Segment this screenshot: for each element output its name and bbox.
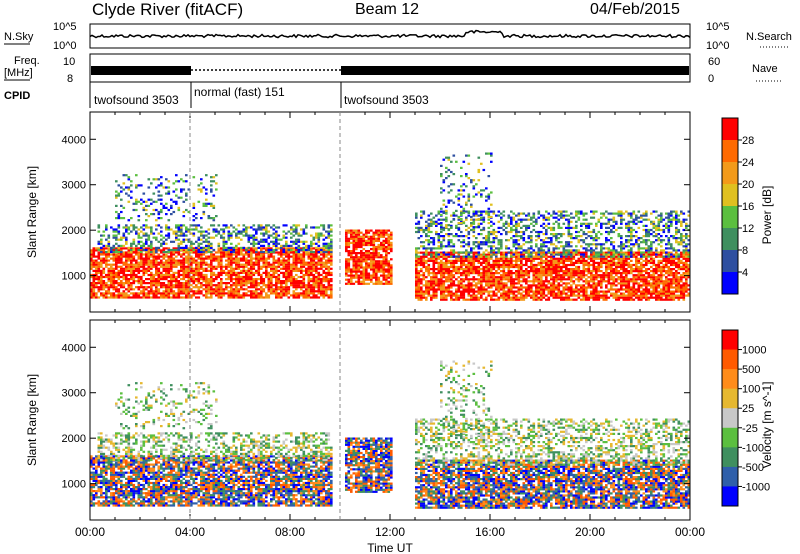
cpid-segment-3: twofsound 3503 [344,93,429,107]
colorbar-swatch [722,408,738,428]
colorbar-swatch [722,250,738,273]
colorbar-tick: 25 [742,403,754,415]
xtick-label: 12:00 [375,525,405,539]
colorbar-tick: 16 [742,201,754,213]
freq-unit: [MHz] [4,67,33,79]
colorbar-tick: 100 [742,384,760,396]
xaxis-label: Time UT [367,541,413,554]
colorbar-tick: 1000 [742,345,766,357]
colorbar-tick: 20 [742,179,754,191]
ytick-label: 3000 [62,180,86,192]
colorbar-swatch [722,206,738,229]
freq-label: Freq. [14,55,40,67]
ytick-label: 4000 [62,342,86,354]
cpid-segment-2: normal (fast) 151 [194,85,285,99]
velocity-colorbar-label: Velocity [m s^-1] [760,382,774,469]
nsky-tick-top: 10^5 [53,21,77,33]
colorbar-tick: -1000 [742,481,770,493]
colorbar-tick: 12 [742,223,754,235]
xtick-label: 00:00 [75,525,105,539]
colorbar-swatch [722,140,738,163]
colorbar-swatch [722,184,738,207]
power-colorbar: 28 24 20 16 12 8 4 [722,118,754,295]
freq-panel: Freq. [MHz] 10 8 60 0 Nave [4,54,782,85]
ytick-label: 4000 [62,134,86,146]
colorbar-swatch [722,330,738,350]
rti-figure: N.Sky 10^5 10^0 10^5 10^0 N.Search Freq.… [0,0,800,554]
cpid-segment-1: twofsound 3503 [94,93,179,107]
xtick-label: 20:00 [575,525,605,539]
freq-tick-top: 10 [63,56,75,68]
freq-band-c [341,66,689,75]
colorbar-swatch [722,447,738,467]
colorbar-swatch [722,162,738,185]
colorbar-tick: 4 [742,267,748,279]
nsky-trace [90,31,690,38]
colorbar-swatch [722,272,738,295]
freq-band-a [91,66,191,75]
xtick-label: 08:00 [275,525,305,539]
ytick-label: 2000 [62,225,86,237]
nsearch-tick-top: 10^5 [706,21,730,33]
xtick-label: 00:00 [675,525,705,539]
power-colorbar-label: Power [dB] [760,186,774,245]
nave-tick-top: 60 [708,56,720,68]
nave-tick-bottom: 0 [708,73,714,85]
nsky-panel: N.Sky 10^5 10^0 10^5 10^0 N.Search [4,21,792,52]
power-ylabel: Slant Range [km] [25,166,39,258]
colorbar-swatch [722,228,738,251]
ytick-label: 3000 [62,388,86,400]
colorbar-swatch [722,428,738,448]
cpid-label: CPID [4,90,30,102]
velocity-heatmap: Slant Range [km] [25,320,690,520]
freq-tick-bottom: 8 [67,73,73,85]
ytick-label: 1000 [62,479,86,491]
colorbar-swatch [722,350,738,370]
nsearch-label: N.Search [746,31,792,43]
cpid-panel: CPID twofsound 3503 normal (fast) 151 tw… [4,82,429,108]
velocity-ylabel: Slant Range [km] [25,374,39,466]
colorbar-swatch [722,118,738,141]
power-heatmap: Slant Range [km] [25,112,690,312]
ytick-label: 2000 [62,433,86,445]
colorbar-swatch [722,389,738,409]
nave-label: Nave [752,63,778,75]
ytick-label: 1000 [62,271,86,283]
colorbar-swatch [722,467,738,487]
colorbar-tick: 24 [742,157,754,169]
xtick-label: 04:00 [175,525,205,539]
colorbar-swatch [722,369,738,389]
nsky-tick-bottom: 10^0 [53,40,77,52]
colorbar-tick: 8 [742,245,748,257]
colorbar-swatch [722,486,738,506]
xtick-label: 16:00 [475,525,505,539]
colorbar-tick: 500 [742,364,760,376]
colorbar-tick: 28 [742,135,754,147]
colorbar-tick: -25 [742,423,758,435]
nsearch-tick-bottom: 10^0 [706,40,730,52]
nsky-label: N.Sky [4,31,34,43]
